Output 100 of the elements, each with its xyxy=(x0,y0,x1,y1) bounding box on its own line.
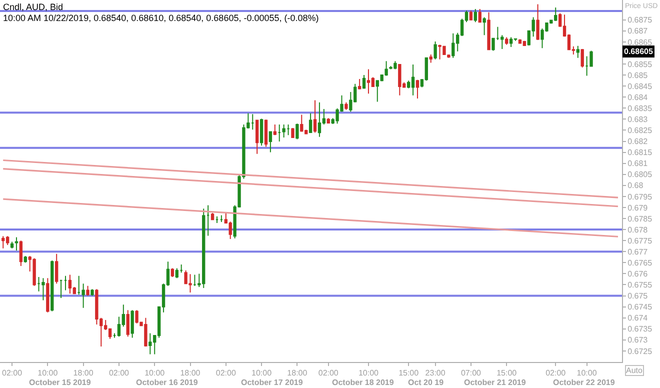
candlestick xyxy=(344,102,348,110)
x-tick-label: 10:00 xyxy=(144,368,166,378)
y-tick-label: 0.6735 xyxy=(628,324,653,334)
x-tick-label: 18:00 xyxy=(73,368,94,378)
y-tick-label: 0.6845 xyxy=(628,82,653,91)
y-tick-label: 0.6835 xyxy=(628,104,653,113)
y-tick-label: 0.674 xyxy=(628,314,648,323)
candlestick xyxy=(148,332,152,355)
x-tick-label: 07:00 xyxy=(460,368,482,378)
candlestick xyxy=(434,41,437,60)
y-tick-label: 0.6865 xyxy=(628,38,653,47)
text: Oct 20 19 xyxy=(408,378,444,387)
y-tick-label: 0.679 xyxy=(628,203,648,212)
candlestick xyxy=(46,278,50,313)
candlestick xyxy=(522,40,526,46)
x-tick-label: 15:00 xyxy=(496,368,518,378)
annotation: 0.68605 xyxy=(624,47,654,56)
candlestick xyxy=(487,12,490,50)
candlestick xyxy=(6,236,10,246)
candlestick xyxy=(68,274,72,294)
candlestick xyxy=(220,214,224,223)
y-tick-label: 0.68 xyxy=(628,181,644,190)
text: 10:00 AM 10/22/2019, 0.68540, 0.68610, 0.68540, 0.68605, -0.00055, (-0.08%) xyxy=(3,13,319,23)
candlestick xyxy=(90,288,94,296)
y-tick-label: 0.677 xyxy=(628,247,648,256)
candlestick xyxy=(313,100,317,134)
candlestick xyxy=(318,102,322,138)
candlestick xyxy=(86,285,90,296)
x-tick-label: 10:00 xyxy=(358,368,380,378)
candlestick xyxy=(576,45,580,58)
text: October 21 2019 xyxy=(464,378,526,387)
text: October 15 2019 xyxy=(29,378,92,387)
candlestick xyxy=(429,54,432,64)
candlestick xyxy=(210,212,214,220)
candlestick xyxy=(416,79,420,99)
text: Auto xyxy=(626,366,644,375)
y-tick-label: 0.678 xyxy=(628,225,648,234)
candlestick xyxy=(478,8,482,23)
candlestick xyxy=(54,253,58,284)
candlestick xyxy=(112,332,116,338)
candlestick xyxy=(291,128,294,138)
x-tick-label: 02:00 xyxy=(318,368,339,378)
y-tick-label: 0.6815 xyxy=(628,148,653,158)
candlestick xyxy=(32,258,36,286)
y-tick-label: 0.6805 xyxy=(628,170,653,180)
candlestick xyxy=(398,64,402,96)
y-tick-label: 0.6825 xyxy=(628,126,653,136)
candlestick xyxy=(482,16,486,36)
candlestick xyxy=(536,4,540,40)
y-tick-label: 0.6785 xyxy=(628,214,653,224)
candlestick xyxy=(308,112,312,134)
candlestick xyxy=(10,241,14,249)
candlestick xyxy=(170,268,174,278)
y-tick-label: 0.6775 xyxy=(628,236,653,246)
candlestick xyxy=(215,216,219,224)
candlestick xyxy=(362,74,366,90)
y-tick-label: 0.6795 xyxy=(628,192,653,202)
y-tick-label: 0.683 xyxy=(628,115,648,124)
candlestick xyxy=(19,240,23,266)
y-tick-label: 0.6855 xyxy=(628,60,653,69)
y-tick-label: 0.675 xyxy=(628,292,648,301)
y-tick-label: 0.6725 xyxy=(628,346,653,356)
candlestick xyxy=(474,8,477,23)
candlestick xyxy=(366,68,370,94)
candlestick xyxy=(50,260,54,312)
candlestick xyxy=(260,118,264,146)
x-tick-label: 02:00 xyxy=(546,368,566,378)
candlestick xyxy=(300,114,304,132)
candlestick xyxy=(505,36,508,46)
chart-title: Cndl, AUD, Bid xyxy=(3,2,64,12)
candlestick xyxy=(14,236,18,252)
candlestick xyxy=(518,38,522,44)
text: October 16 2019 xyxy=(136,378,198,387)
candlestick xyxy=(64,275,68,291)
candlestick xyxy=(469,10,473,20)
candlestick xyxy=(180,264,183,274)
x-tick-label: 02:00 xyxy=(216,368,236,378)
x-tick-label: 02:00 xyxy=(108,368,130,378)
x-tick-label: 23:00 xyxy=(425,368,446,378)
candlestick xyxy=(282,124,286,138)
y-tick-label: 0.687 xyxy=(628,26,648,36)
candlestick xyxy=(126,310,130,338)
candlestick xyxy=(452,32,455,58)
x-tick-label: 02:00 xyxy=(2,368,23,378)
x-tick-label: 10:00 xyxy=(38,368,58,378)
candlestick xyxy=(358,78,362,90)
x-tick-label: 18:00 xyxy=(287,368,308,378)
candlestick xyxy=(59,280,63,298)
y-tick-label: 0.681 xyxy=(628,159,648,168)
x-tick-label: 15:00 xyxy=(398,368,420,378)
text: October 17 2019 xyxy=(241,378,304,387)
y-tick-label: 0.676 xyxy=(628,270,648,279)
candlestick xyxy=(264,119,268,148)
y-tick-label: 0.6755 xyxy=(628,280,653,290)
candlestick xyxy=(268,131,272,153)
y-tick-label: 0.685 xyxy=(628,70,648,80)
text: October 22 2019 xyxy=(553,378,616,387)
candlestick xyxy=(42,278,45,301)
x-tick-label: 10:00 xyxy=(252,368,272,378)
y-tick-label: 0.682 xyxy=(628,137,648,146)
